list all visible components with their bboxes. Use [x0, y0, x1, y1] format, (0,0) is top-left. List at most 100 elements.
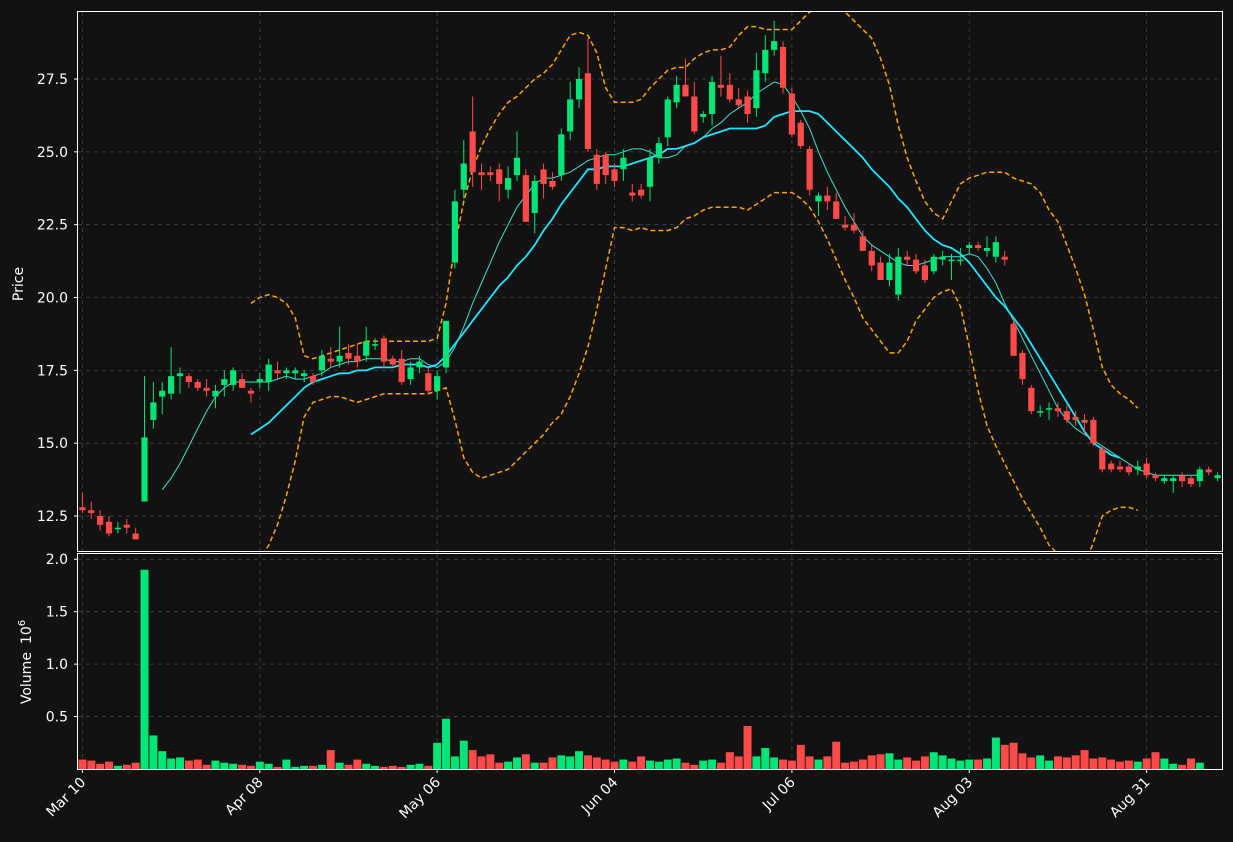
candle-body: [921, 265, 929, 281]
candle-body: [983, 247, 991, 251]
candle-body: [194, 382, 201, 388]
volume-bar: [548, 757, 557, 769]
candle-body: [975, 245, 982, 248]
candle-body: [451, 201, 459, 263]
candle-body: [292, 370, 299, 374]
candle-body: [176, 373, 184, 377]
volume-bar: [637, 756, 646, 769]
volume-bar: [433, 742, 442, 769]
volume-bar: [610, 761, 619, 769]
candle-body: [513, 157, 521, 176]
volume-bar: [238, 764, 247, 769]
volume-bar: [87, 760, 96, 769]
volume-tick-label: 2.0: [46, 552, 68, 568]
candle-body: [1170, 478, 1177, 482]
volume-bar: [770, 757, 779, 769]
volume-bar: [255, 761, 264, 769]
candle-body: [691, 96, 698, 132]
volume-bar: [592, 757, 601, 769]
volume-bar: [1151, 752, 1160, 769]
volume-bar: [654, 761, 663, 769]
candle-body: [859, 236, 866, 251]
candle-body: [371, 344, 379, 346]
volume-bar: [282, 759, 291, 769]
candle-body: [159, 390, 166, 397]
volume-bar: [1178, 764, 1187, 769]
candle-body: [779, 46, 787, 88]
volume-bar: [787, 760, 796, 769]
volume-axis-exponent: 6: [17, 620, 28, 626]
volume-axis-label: Volume106: [17, 620, 35, 704]
candle-body: [416, 361, 423, 368]
candle-body: [1054, 408, 1062, 412]
candle-body: [1037, 411, 1044, 413]
volume-bar: [761, 748, 770, 769]
candle-body: [575, 79, 583, 100]
volume-tick-label: 1.5: [46, 605, 68, 621]
volume-bar: [894, 759, 903, 769]
candle-body: [558, 134, 565, 176]
volume-bar: [530, 762, 539, 769]
volume-bar: [105, 761, 114, 769]
volume-bar: [175, 757, 184, 769]
candle-body: [1045, 408, 1053, 410]
volume-bar: [193, 759, 202, 769]
volume-bar: [309, 765, 317, 769]
candle-body: [221, 379, 228, 385]
volume-bar: [965, 759, 974, 769]
candle-body: [611, 169, 618, 181]
candle-body: [469, 131, 476, 173]
date-axis-ticks: Mar 10 Apr 08 May 06 Jun 04 Jul 06 Aug 03 Aug …: [44, 769, 1153, 822]
volume-bar: [442, 718, 451, 769]
volume-panel-frame: [77, 553, 1223, 770]
candle-body: [1028, 387, 1035, 412]
candle-body: [363, 341, 370, 356]
volume-bar: [344, 764, 353, 769]
candle-body: [1125, 466, 1132, 473]
candle-body: [735, 99, 742, 106]
volume-bar: [1027, 757, 1036, 769]
volume-bar: [246, 765, 255, 769]
price-axis-label: Price: [11, 267, 27, 301]
candle-body: [797, 122, 804, 147]
volume-bar: [681, 762, 690, 769]
volume-bar: [690, 764, 699, 769]
price-tick-label: 17.5: [37, 363, 68, 379]
volume-bar: [1124, 760, 1133, 769]
candle-body: [505, 178, 512, 190]
volume-bar: [167, 758, 176, 769]
candle-body: [744, 96, 751, 114]
volume-bar: [1186, 758, 1195, 769]
volume-bar: [300, 765, 309, 769]
volume-bar: [849, 761, 858, 769]
candle-body: [824, 195, 831, 202]
volume-bar: [947, 758, 956, 769]
candle-body: [1134, 466, 1141, 470]
candle-body: [1090, 419, 1097, 444]
volume-bar: [557, 755, 566, 769]
candle-body: [327, 358, 334, 362]
date-tick-label: Aug 31: [1107, 775, 1153, 821]
candle-body: [283, 370, 290, 374]
candle-body: [460, 163, 467, 190]
candle-body: [567, 99, 574, 132]
volume-bar: [1195, 762, 1204, 769]
volume-bar: [140, 569, 149, 769]
candle-body: [912, 259, 920, 272]
candle-body: [105, 521, 113, 534]
volume-tick-label: 0.5: [46, 710, 68, 726]
candle-body: [700, 113, 707, 117]
volume-bar: [273, 766, 282, 769]
volume-bar: [184, 760, 193, 769]
candle-body: [168, 376, 175, 394]
volume-bar: [805, 756, 814, 769]
volume-bar: [379, 766, 388, 769]
candle-body: [646, 157, 654, 187]
price-tick-label: 22.5: [37, 218, 68, 234]
volume-bars: [78, 569, 1204, 769]
candle-body: [850, 224, 858, 231]
candle-body: [1001, 256, 1008, 260]
candle-body: [150, 402, 157, 420]
candle-body: [212, 390, 219, 397]
volume-bar: [96, 763, 105, 769]
